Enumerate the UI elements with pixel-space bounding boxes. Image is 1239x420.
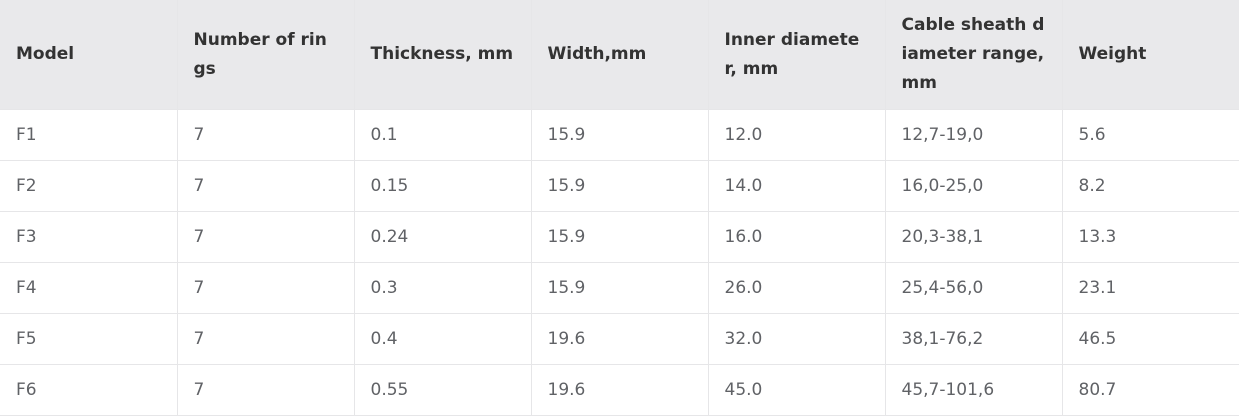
table-cell: 0.15 xyxy=(353,160,532,212)
table-cell: F1 xyxy=(0,109,178,161)
table-cell: 80.7 xyxy=(1061,364,1239,416)
table-row: F2 7 0.15 15.9 14.0 16,0-25,0 8.2 xyxy=(0,160,1239,212)
table-cell: 7 xyxy=(176,211,355,263)
table-cell: 12,7-19,0 xyxy=(884,109,1063,161)
table-body: F1 7 0.1 15.9 12.0 12,7-19,0 5.6 F2 7 0.15 15.9 14.… xyxy=(0,109,1239,416)
table-cell: 15.9 xyxy=(530,160,709,212)
table-cell: F3 xyxy=(0,211,178,263)
table-row: F4 7 0.3 15.9 26.0 25,4-56,0 23.1 xyxy=(0,262,1239,314)
table-cell: 7 xyxy=(176,160,355,212)
table-cell: 15.9 xyxy=(530,211,709,263)
header-cell: Width,mm xyxy=(530,0,709,110)
header-cell: Thickness, mm xyxy=(353,0,532,110)
table-head: Model Number of rings Thickness, mm Width,m… xyxy=(0,0,1239,110)
table-cell: 8.2 xyxy=(1061,160,1239,212)
table-cell: 25,4-56,0 xyxy=(884,262,1063,314)
table-cell: 0.3 xyxy=(353,262,532,314)
header-row: Model Number of rings Thickness, mm Width,m… xyxy=(0,0,1239,110)
table-cell: 0.4 xyxy=(353,313,532,365)
table-cell: 15.9 xyxy=(530,109,709,161)
table-cell: 0.55 xyxy=(353,364,532,416)
header-cell: Cable sheath diameter range, mm xyxy=(884,0,1063,110)
table-cell: F6 xyxy=(0,364,178,416)
table-cell: 7 xyxy=(176,262,355,314)
table-cell: 5.6 xyxy=(1061,109,1239,161)
table-cell: F4 xyxy=(0,262,178,314)
header-cell: Number of rings xyxy=(176,0,355,110)
table-cell: F5 xyxy=(0,313,178,365)
table-row: F1 7 0.1 15.9 12.0 12,7-19,0 5.6 xyxy=(0,109,1239,161)
table-cell: 7 xyxy=(176,364,355,416)
table-row: F6 7 0.55 19.6 45.0 45,7-101,6 80.7 xyxy=(0,364,1239,416)
table-cell: 12.0 xyxy=(707,109,886,161)
table-cell: 0.1 xyxy=(353,109,532,161)
table-cell: 23.1 xyxy=(1061,262,1239,314)
header-cell: Weight xyxy=(1061,0,1239,110)
table-cell: 13.3 xyxy=(1061,211,1239,263)
table-cell: 14.0 xyxy=(707,160,886,212)
table-cell: 26.0 xyxy=(707,262,886,314)
table-row: F3 7 0.24 15.9 16.0 20,3-38,1 13.3 xyxy=(0,211,1239,263)
table-cell: 32.0 xyxy=(707,313,886,365)
table-cell: 0.24 xyxy=(353,211,532,263)
table-cell: 45.0 xyxy=(707,364,886,416)
table-cell: 7 xyxy=(176,313,355,365)
header-cell: Model xyxy=(0,0,178,110)
header-cell: Inner diameter, mm xyxy=(707,0,886,110)
table-cell: F2 xyxy=(0,160,178,212)
table-cell: 16,0-25,0 xyxy=(884,160,1063,212)
table-cell: 45,7-101,6 xyxy=(884,364,1063,416)
table-row: F5 7 0.4 19.6 32.0 38,1-76,2 46.5 xyxy=(0,313,1239,365)
table-cell: 15.9 xyxy=(530,262,709,314)
table-cell: 19.6 xyxy=(530,313,709,365)
table-cell: 38,1-76,2 xyxy=(884,313,1063,365)
table-cell: 46.5 xyxy=(1061,313,1239,365)
table-cell: 20,3-38,1 xyxy=(884,211,1063,263)
table-cell: 7 xyxy=(176,109,355,161)
table-cell: 19.6 xyxy=(530,364,709,416)
table-cell: 16.0 xyxy=(707,211,886,263)
